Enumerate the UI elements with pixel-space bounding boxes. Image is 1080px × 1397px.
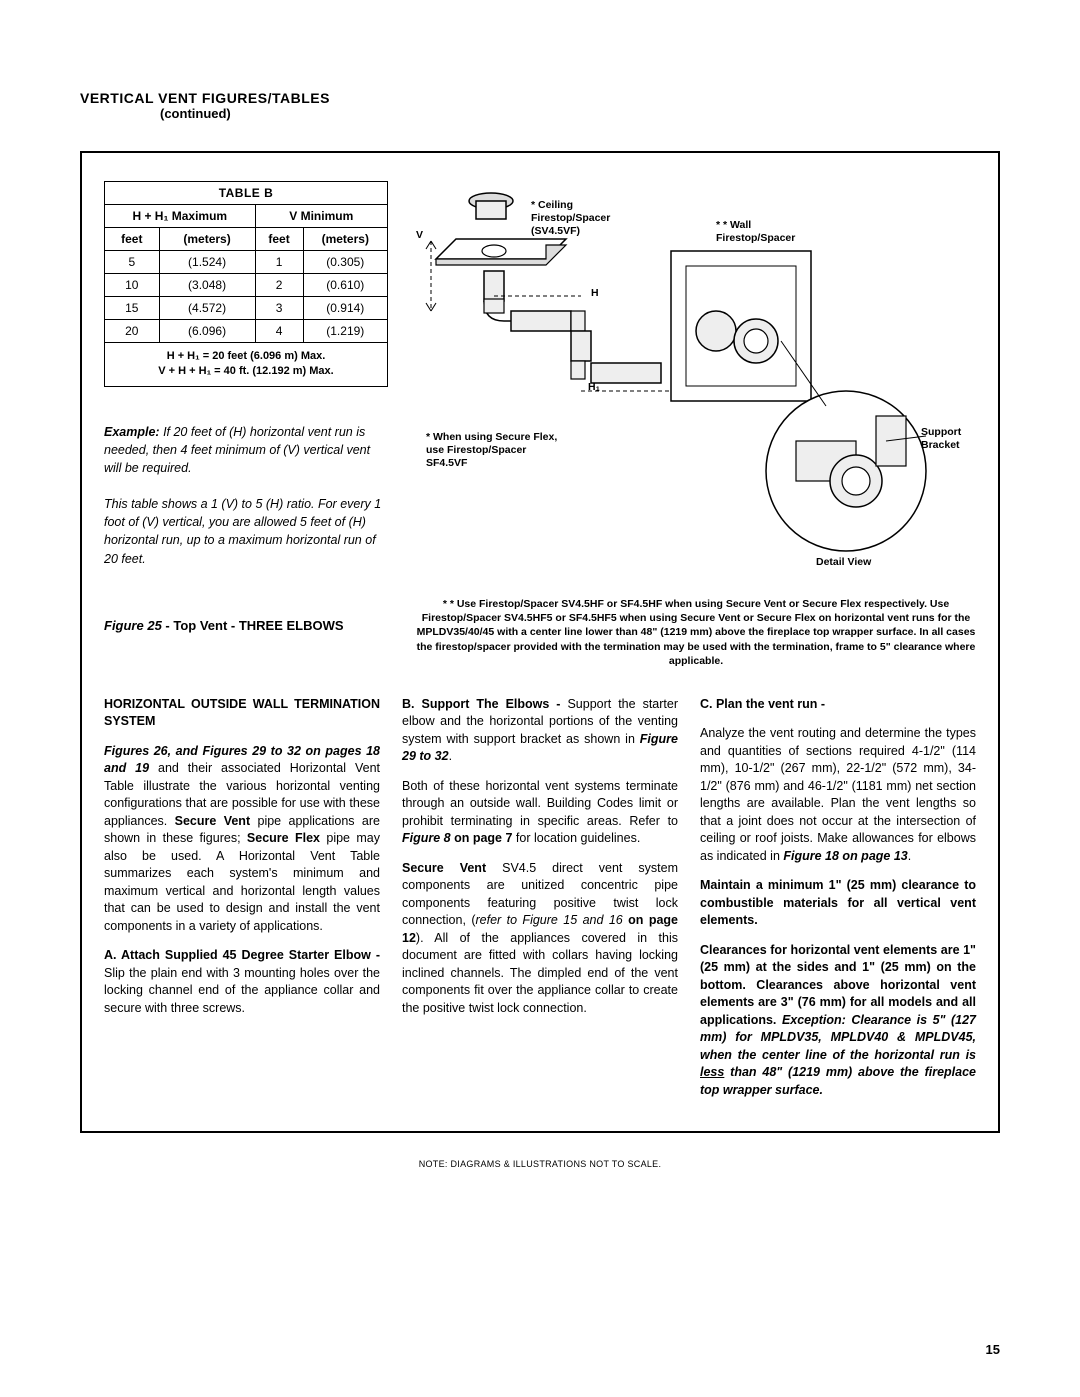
table-foot: H + H₁ = 20 feet (6.096 m) Max. V + H + … <box>105 343 388 387</box>
col-left: HORIZONTAL OUTSIDE WALL TERMINATION SYST… <box>104 696 380 1112</box>
left-p1: Figures 26, and Figures 29 to 32 on page… <box>104 743 380 936</box>
label-v: V <box>416 229 423 242</box>
mid-b: B. Support The Elbows - Support the star… <box>402 696 678 766</box>
col-feet-2: feet <box>255 228 303 251</box>
col-meters-1: (meters) <box>159 228 255 251</box>
label-wall: * * Wall Firestop/Spacer <box>716 219 795 245</box>
example-text: Example: If 20 feet of (H) horizontal ve… <box>104 423 388 477</box>
col-right: C. Plan the vent run - Analyze the vent … <box>700 696 976 1112</box>
header-title: VERTICAL VENT FIGURES/TABLES <box>80 90 1000 106</box>
label-secureflex: * When using Secure Flex, use Firestop/S… <box>426 431 557 470</box>
label-ceiling: * Ceiling Firestop/Spacer (SV4.5VF) <box>531 199 610 238</box>
col-group-left: H + H₁ Maximum <box>105 205 256 228</box>
label-h: H <box>591 287 599 300</box>
firestop-note: * * Use Firestop/Spacer SV4.5HF or SF4.5… <box>416 597 976 668</box>
horiz-heading: HORIZONTAL OUTSIDE WALL TERMINATION SYST… <box>104 696 380 731</box>
warn-1: Maintain a minimum 1" (25 mm) clearance … <box>700 877 976 930</box>
ratio-text: This table shows a 1 (V) to 5 (H) ratio.… <box>104 495 388 568</box>
table-b: TABLE B H + H₁ Maximum V Minimum feet (m… <box>104 181 388 387</box>
header-subtitle: (continued) <box>160 106 1000 121</box>
table-row: 15(4.572)3(0.914) <box>105 297 388 320</box>
body-columns: HORIZONTAL OUTSIDE WALL TERMINATION SYST… <box>104 696 976 1112</box>
figure-25-caption: Figure 25 - Top Vent - THREE ELBOWS <box>104 618 388 633</box>
mid-p2: Both of these horizontal vent systems te… <box>402 778 678 848</box>
col-mid: B. Support The Elbows - Support the star… <box>402 696 678 1112</box>
mid-p3: Secure Vent SV4.5 direct vent system com… <box>402 860 678 1018</box>
table-row: 10(3.048)2(0.610) <box>105 274 388 297</box>
label-detail: Detail View <box>816 556 871 569</box>
left-a: A. Attach Supplied 45 Degree Starter Elb… <box>104 947 380 1017</box>
table-row: 5(1.524)1(0.305) <box>105 251 388 274</box>
foot-note: NOTE: DIAGRAMS & ILLUSTRATIONS NOT TO SC… <box>80 1159 1000 1169</box>
table-title: TABLE B <box>105 182 388 205</box>
c-plan-head: C. Plan the vent run - <box>700 696 976 714</box>
page-header: VERTICAL VENT FIGURES/TABLES (continued) <box>80 90 1000 121</box>
label-h1: H₁ <box>588 381 600 394</box>
c-plan-body: Analyze the vent routing and determine t… <box>700 725 976 865</box>
page-number: 15 <box>986 1342 1000 1357</box>
content-frame: TABLE B H + H₁ Maximum V Minimum feet (m… <box>80 151 1000 1133</box>
warn-2: Clearances for horizontal vent elements … <box>700 942 976 1100</box>
label-support: Support Bracket <box>921 426 961 452</box>
table-row: 20(6.096)4(1.219) <box>105 320 388 343</box>
col-feet-1: feet <box>105 228 160 251</box>
vent-diagram: V H H₁ * Ceiling Firestop/Spacer (SV4.5V… <box>416 181 976 591</box>
col-meters-2: (meters) <box>303 228 387 251</box>
col-group-right: V Minimum <box>255 205 387 228</box>
